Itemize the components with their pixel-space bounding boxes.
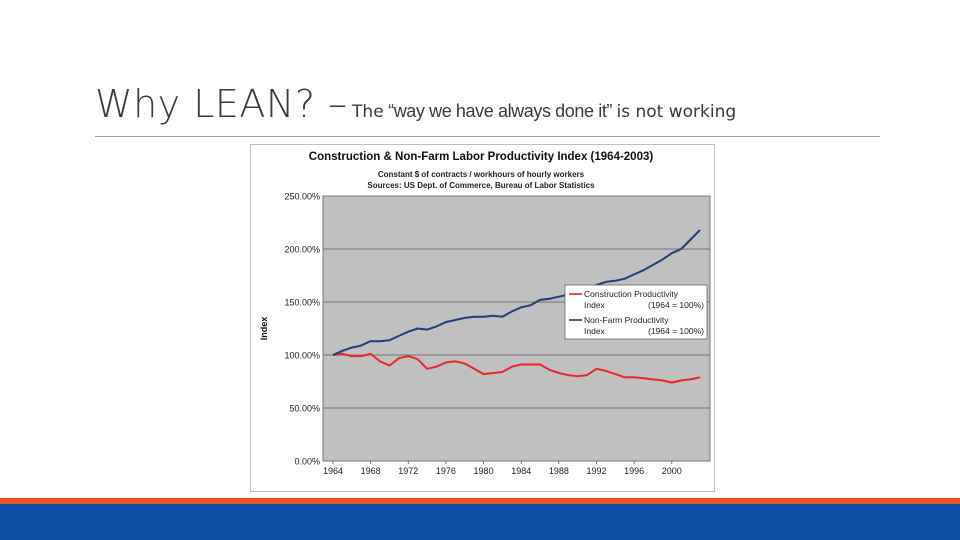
- x-tick-label: 1988: [549, 466, 569, 476]
- legend-entry-construction-note: (1964 = 100%): [648, 300, 704, 310]
- productivity-chart: Construction & Non-Farm Labor Productivi…: [259, 151, 711, 476]
- slide-subtitle-quote: “way we have always done it”: [388, 101, 613, 121]
- x-tick-label: 1968: [361, 466, 381, 476]
- y-tick-label: 0.00%: [294, 457, 320, 467]
- legend-box: [564, 284, 708, 340]
- y-tick-label: 150.00%: [284, 298, 320, 308]
- x-tick-label: 1980: [474, 466, 494, 476]
- chart-title: Construction & Non-Farm Labor Productivi…: [309, 151, 654, 163]
- x-tick-label: 2000: [662, 466, 682, 476]
- legend-entry-nonfarm-note: (1964 = 100%): [648, 326, 704, 336]
- x-tick-label: 1984: [511, 466, 531, 476]
- legend-entry-construction-index-word: Index: [584, 300, 606, 310]
- legend-entry-nonfarm-index-word: Index: [584, 326, 606, 336]
- y-axis-label: Index: [259, 317, 269, 341]
- nonfarm-series-line: [332, 229, 701, 356]
- slide-title: Why LEAN? – The “way we have always done…: [95, 82, 736, 126]
- legend-entry-nonfarm-name: Non-Farm Productivity: [584, 315, 669, 325]
- x-tick-label: 1972: [398, 466, 418, 476]
- y-tick-label: 50.00%: [289, 404, 320, 414]
- slide-subtitle-post: is not working: [616, 102, 737, 122]
- chart-subtitle: Constant $ of contracts / workhours of h…: [378, 170, 585, 179]
- footer-accent-orange: [0, 498, 960, 504]
- legend-entry-construction-name: Construction Productivity: [584, 289, 679, 299]
- construction-series-line: [332, 352, 701, 384]
- title-underline: [95, 136, 880, 137]
- slide-subtitle-pre: The: [352, 102, 384, 122]
- y-tick-label: 250.00%: [284, 192, 320, 202]
- footer-accent-blue: [0, 504, 960, 540]
- x-tick-label: 1976: [436, 466, 456, 476]
- slide-title-main: Why LEAN? –: [95, 82, 348, 126]
- x-tick-label: 1996: [624, 466, 644, 476]
- x-tick-label: 1964: [323, 466, 343, 476]
- y-tick-label: 100.00%: [284, 351, 320, 361]
- chart-source: Sources: US Dept. of Commerce, Bureau of…: [367, 181, 595, 190]
- x-tick-label: 1992: [586, 466, 606, 476]
- y-tick-label: 200.00%: [284, 245, 320, 255]
